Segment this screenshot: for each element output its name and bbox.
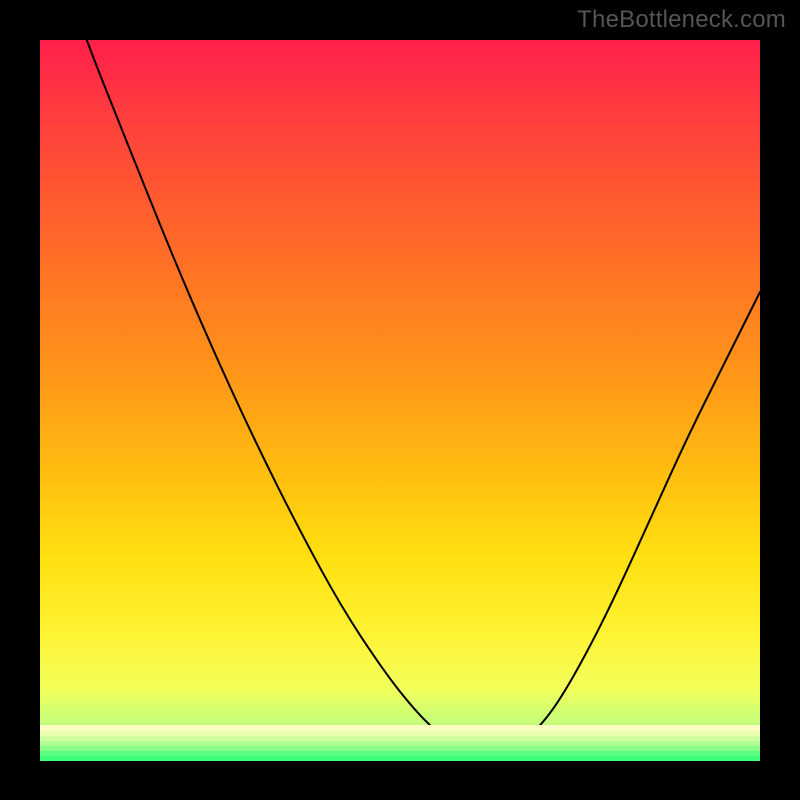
- plot-area: [40, 40, 760, 760]
- bottleneck-chart: [40, 40, 760, 760]
- sweet-spot-marker: [420, 729, 546, 750]
- plot-background: [40, 40, 760, 760]
- canvas: TheBottleneck.com: [0, 0, 800, 800]
- watermark-text: TheBottleneck.com: [577, 6, 786, 34]
